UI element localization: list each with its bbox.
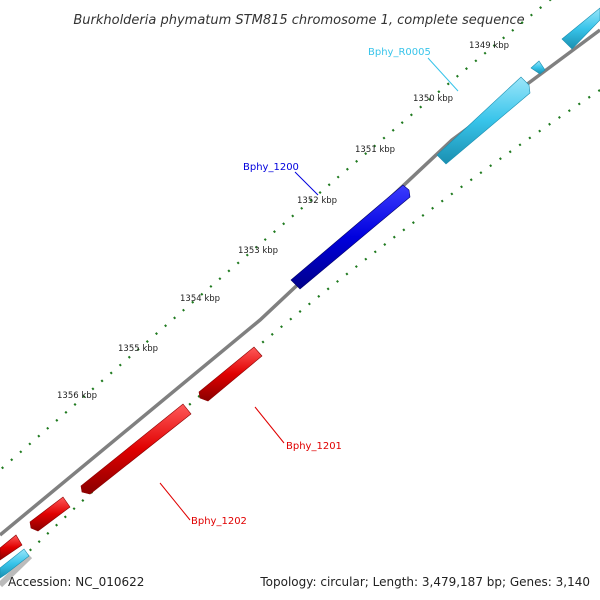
gene-arrow-bphy-1201[interactable]	[198, 346, 263, 402]
leader-bphy-1201	[254, 406, 285, 444]
genome-backbone-lower-grey	[0, 553, 33, 588]
gene-label-bphy-r0005[interactable]: Bphy_R0005	[368, 47, 431, 58]
gene-arrow-bphy-r0005-tip[interactable]	[530, 60, 546, 75]
accession-text: Accession: NC_010622	[8, 575, 144, 589]
leader-bphy-1200	[294, 171, 319, 196]
tick-label-1349: 1349 kbp	[469, 41, 509, 51]
gene-label-bphy-1201[interactable]: Bphy_1201	[286, 441, 342, 452]
gene-arrow-red-edge[interactable]	[0, 534, 23, 561]
map-title: Burkholderia phymatum STM815 chromosome …	[73, 13, 524, 28]
tick-label-1354: 1354 kbp	[180, 294, 220, 304]
gene-label-bphy-1202[interactable]: Bphy_1202	[191, 516, 247, 527]
gene-label-bphy-1200[interactable]: Bphy_1200	[243, 162, 299, 173]
gene-arrow-bphy-r0005[interactable]	[436, 76, 531, 165]
gene-arrow-top-right[interactable]	[561, 7, 600, 50]
tick-label-1351: 1351 kbp	[355, 145, 395, 155]
genome-summary-text: Topology: circular; Length: 3,479,187 bp…	[259, 575, 590, 589]
gene-arrow-red-small[interactable]	[29, 496, 71, 532]
tick-label-1356: 1356 kbp	[57, 391, 97, 401]
gene-arrow-bphy-1202[interactable]	[80, 403, 192, 495]
gene-arrow-bphy-1200[interactable]	[290, 184, 411, 290]
leader-bphy-r0005	[427, 57, 459, 92]
tick-label-1355: 1355 kbp	[118, 344, 158, 354]
leader-bphy-1202	[159, 482, 191, 521]
gene-arrow-cyan-edge[interactable]	[0, 548, 30, 579]
tick-label-1352: 1352 kbp	[297, 196, 337, 206]
inner-tick-ring	[19, 89, 600, 561]
tick-label-1350: 1350 kbp	[413, 94, 453, 104]
tick-label-1353: 1353 kbp	[238, 246, 278, 256]
